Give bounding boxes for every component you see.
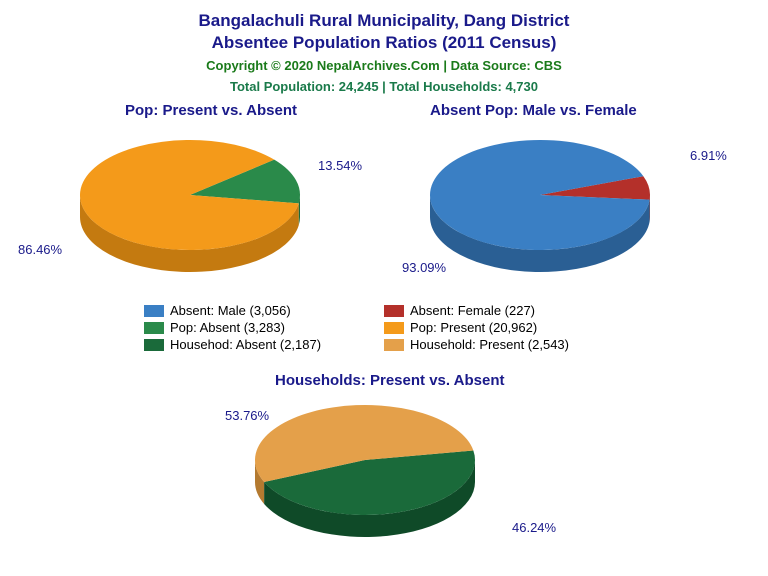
legend-label: Househod: Absent (2,187): [170, 337, 321, 352]
legend-item: Household: Present (2,543): [384, 336, 624, 353]
legend-label: Absent: Male (3,056): [170, 303, 291, 318]
legend-label: Pop: Absent (3,283): [170, 320, 285, 335]
chart3-label-2: 53.76%: [225, 408, 269, 423]
chart3-title: Households: Present vs. Absent: [275, 372, 505, 389]
legend-item: Pop: Present (20,962): [384, 319, 624, 336]
chart1-label-1: 13.54%: [318, 158, 362, 173]
main-title: Bangalachuli Rural Municipality, Dang Di…: [0, 0, 768, 54]
chart3-label-1: 46.24%: [512, 520, 556, 535]
totals-line: Total Population: 24,245 | Total Househo…: [0, 79, 768, 94]
legend-item: Absent: Female (227): [384, 302, 624, 319]
chart2-label-1: 6.91%: [690, 148, 727, 163]
legend-label: Household: Present (2,543): [410, 337, 569, 352]
legend-label: Absent: Female (227): [410, 303, 535, 318]
title-line-1: Bangalachuli Rural Municipality, Dang Di…: [199, 11, 570, 30]
chart1-title: Pop: Present vs. Absent: [125, 102, 297, 119]
legend: Absent: Male (3,056) Absent: Female (227…: [144, 302, 624, 353]
pie-chart-pop: [70, 130, 310, 287]
pie-chart-households: [245, 395, 485, 552]
legend-swatch: [144, 339, 164, 351]
chart2-label-2: 93.09%: [402, 260, 446, 275]
legend-swatch: [384, 322, 404, 334]
pie-chart-gender: [420, 130, 660, 287]
chart1-label-2: 86.46%: [18, 242, 62, 257]
title-line-2: Absentee Population Ratios (2011 Census): [212, 33, 557, 52]
legend-item: Absent: Male (3,056): [144, 302, 384, 319]
legend-swatch: [384, 339, 404, 351]
copyright-line: Copyright © 2020 NepalArchives.Com | Dat…: [0, 58, 768, 73]
legend-swatch: [144, 322, 164, 334]
legend-item: Pop: Absent (3,283): [144, 319, 384, 336]
legend-swatch: [144, 305, 164, 317]
chart2-title: Absent Pop: Male vs. Female: [430, 102, 637, 119]
legend-label: Pop: Present (20,962): [410, 320, 537, 335]
legend-item: Househod: Absent (2,187): [144, 336, 384, 353]
legend-swatch: [384, 305, 404, 317]
